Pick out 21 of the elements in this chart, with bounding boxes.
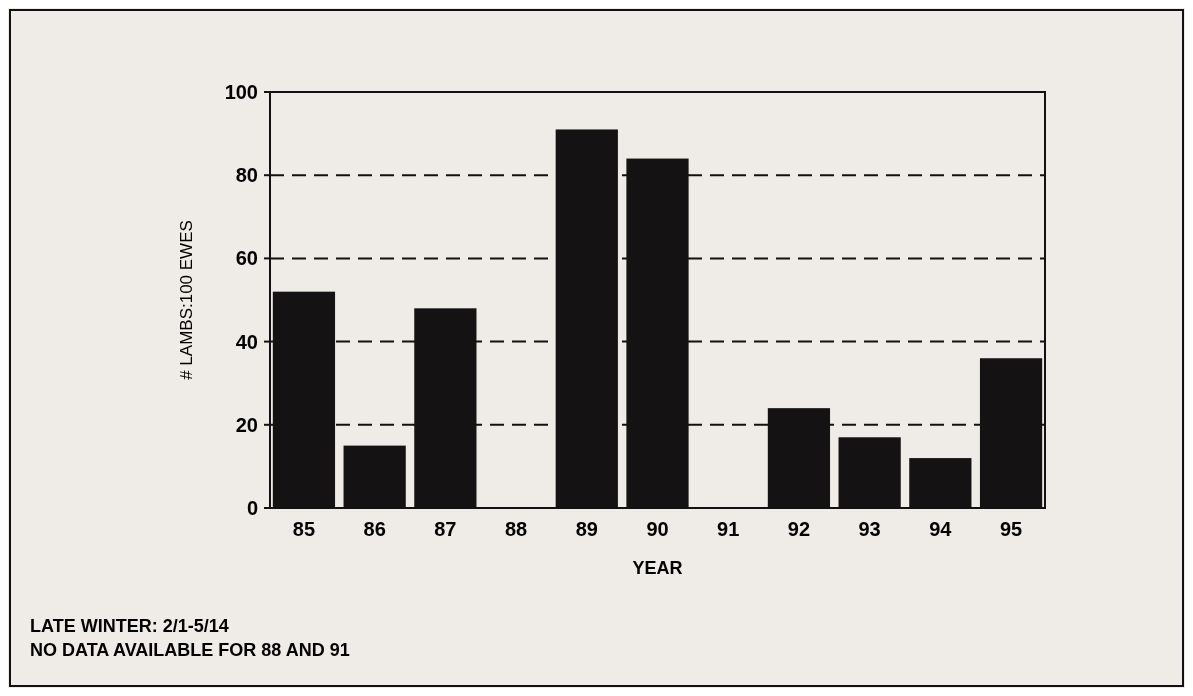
x-tick-label: 87 <box>434 518 457 540</box>
x-tick-label: 91 <box>717 518 740 540</box>
x-tick-label: 92 <box>787 518 811 540</box>
text: NO DATA AVAILABLE FOR 88 AND 91 <box>30 640 350 660</box>
x-tick-label: 90 <box>646 518 669 540</box>
x-tick-label: 93 <box>858 518 881 540</box>
x-tick-label: 95 <box>999 518 1023 540</box>
y-tick-label: 0 <box>246 497 258 519</box>
y-axis-title: # LAMBS:100 EWES <box>177 220 196 380</box>
x-tick-label: 94 <box>929 518 953 540</box>
x-tick-label: 86 <box>363 518 386 540</box>
text: LATE WINTER: 2/1-5/14 <box>30 616 229 636</box>
x-tick-label: 85 <box>292 518 316 540</box>
y-tick-label: 60 <box>235 247 258 270</box>
x-tick-label: 88 <box>504 518 528 540</box>
y-tick-label: 100 <box>224 81 258 103</box>
y-tick-label: 40 <box>235 330 258 353</box>
y-tick-label: 20 <box>235 413 258 436</box>
x-axis-title: YEAR <box>632 558 683 578</box>
x-tick-label: 89 <box>575 518 598 540</box>
y-tick-label: 80 <box>235 164 258 187</box>
